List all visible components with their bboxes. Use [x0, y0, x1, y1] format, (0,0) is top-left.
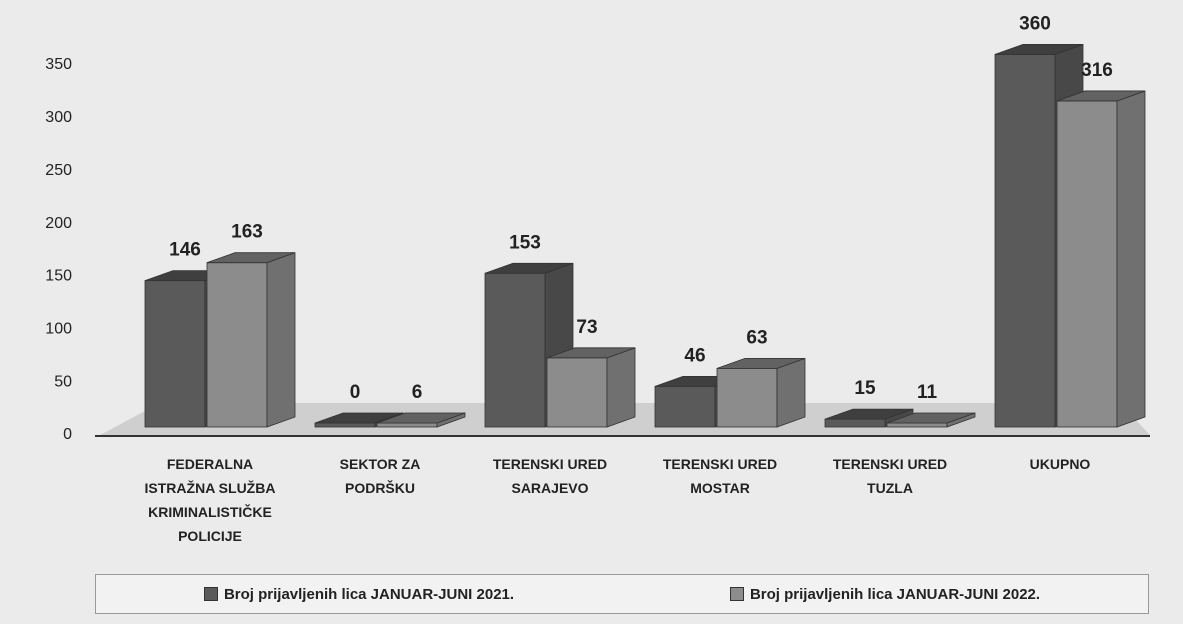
- y-tick-label: 150: [45, 268, 72, 285]
- x-tick-label: TERENSKI URED TUZLA: [832, 456, 948, 496]
- bar-top: [546, 347, 636, 359]
- bar: [206, 252, 296, 428]
- value-label: 6: [412, 382, 423, 403]
- bar-top: [314, 412, 404, 424]
- value-label: 153: [509, 232, 541, 253]
- value-label: 163: [231, 222, 263, 243]
- value-label: 316: [1081, 60, 1113, 81]
- legend-item: Broj prijavljenih lica JANUAR-JUNI 2021.: [203, 585, 515, 603]
- y-tick-label: 100: [45, 321, 72, 338]
- bar-side: [266, 252, 296, 428]
- value-label: 11: [917, 382, 938, 403]
- bar-top: [206, 252, 296, 264]
- value-label: 63: [746, 327, 767, 348]
- legend-item: Broj prijavljenih lica JANUAR-JUNI 2022.: [729, 585, 1041, 603]
- value-label: 0: [350, 382, 361, 403]
- bar-top: [886, 412, 976, 424]
- bar-front: [824, 418, 886, 428]
- bar: [376, 412, 466, 428]
- bar-side: [1116, 90, 1146, 428]
- bar-front: [144, 280, 206, 428]
- y-tick-label: 200: [45, 215, 72, 232]
- value-label: 146: [169, 240, 201, 261]
- x-tick-label: TERENSKI URED MOSTAR: [662, 456, 778, 496]
- bar-front: [1056, 100, 1118, 428]
- y-tick-label: 0: [63, 426, 72, 443]
- x-tick-label: UKUPNO: [1029, 456, 1091, 472]
- x-tick-label: SEKTOR ZA PODRŠKU: [339, 456, 421, 496]
- x-tick-label: TERENSKI URED SARAJEVO: [492, 456, 608, 496]
- bar-top: [376, 412, 466, 424]
- bar-top: [824, 408, 914, 420]
- bar-top: [994, 44, 1084, 55]
- y-tick-label: 350: [45, 56, 72, 73]
- bar-front: [484, 272, 546, 428]
- x-tick-label: FEDERALNA ISTRAŽNA SLUŽBA KRIMINALISTIČK…: [144, 456, 276, 544]
- bar-front: [206, 262, 268, 428]
- bar: [1056, 90, 1146, 428]
- legend-label: Broj prijavljenih lica JANUAR-JUNI 2021.: [223, 585, 515, 603]
- value-label: 360: [1019, 13, 1051, 34]
- y-tick-label: 300: [45, 109, 72, 126]
- bar-top: [716, 357, 806, 369]
- legend-label: Broj prijavljenih lica JANUAR-JUNI 2022.: [749, 585, 1041, 603]
- value-label: 15: [854, 378, 876, 399]
- y-tick-label: 250: [45, 162, 72, 179]
- bar-front: [546, 357, 608, 428]
- bar-front: [654, 385, 716, 428]
- bar-top: [484, 262, 574, 274]
- bar-front: [886, 422, 948, 428]
- bar-front: [376, 422, 438, 428]
- bar-side: [776, 357, 806, 428]
- value-label: 46: [684, 345, 705, 366]
- bar: [716, 357, 806, 428]
- value-label: 73: [576, 317, 597, 338]
- bar: [886, 412, 976, 428]
- bar: [546, 347, 636, 428]
- bar-side: [606, 347, 636, 428]
- legend-swatch: [729, 587, 744, 601]
- bar-front: [994, 54, 1056, 428]
- y-tick-label: 50: [54, 373, 72, 390]
- bar-front: [716, 367, 778, 428]
- bar-top: [1056, 90, 1146, 102]
- bar-front: [314, 422, 376, 428]
- legend-swatch: [203, 587, 218, 601]
- legend: Broj prijavljenih lica JANUAR-JUNI 2021.…: [95, 574, 1149, 614]
